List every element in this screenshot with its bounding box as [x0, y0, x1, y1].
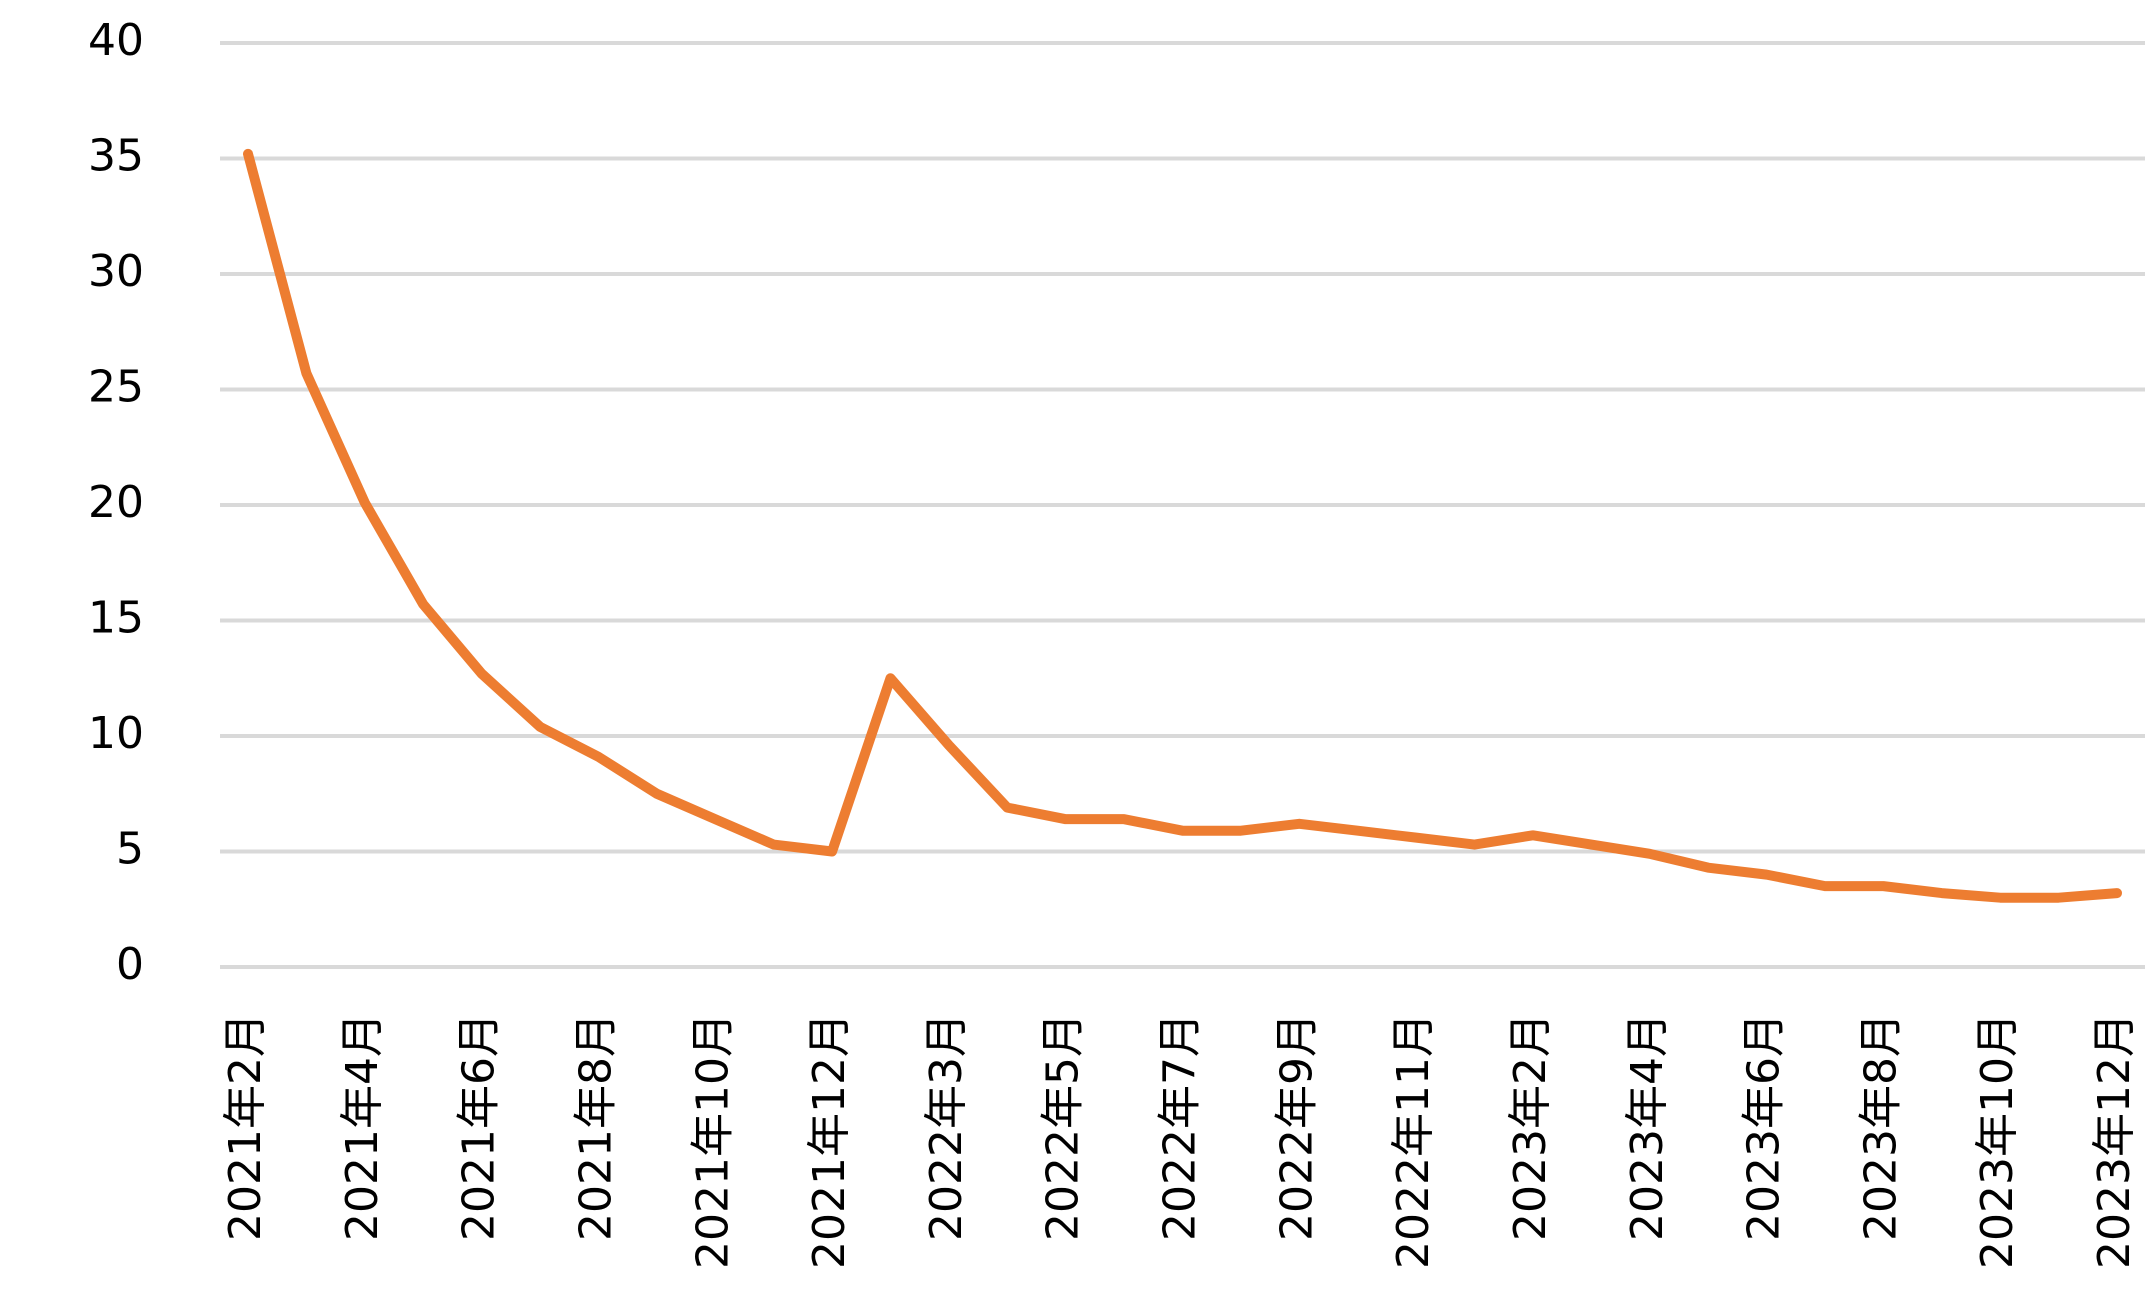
x-tick-label: 2023年6月: [1739, 1013, 1790, 1241]
x-tick-label: 2021年4月: [337, 1013, 388, 1241]
y-tick-label: 20: [88, 477, 144, 528]
x-tick-label: 2021年12月: [804, 1013, 855, 1269]
x-tick-label: 2022年7月: [1155, 1013, 1206, 1241]
x-tick-label: 2021年8月: [570, 1013, 621, 1241]
x-tick-label: 2023年8月: [1855, 1013, 1906, 1241]
x-tick-label: 2022年11月: [1388, 1013, 1439, 1269]
x-tick-label: 2021年10月: [687, 1013, 738, 1269]
x-tick-label: 2023年4月: [1622, 1013, 1673, 1241]
y-tick-label: 30: [88, 246, 144, 297]
x-tick-label: 2023年10月: [1972, 1013, 2023, 1269]
x-tick-label: 2022年9月: [1271, 1013, 1322, 1241]
y-tick-label: 5: [116, 824, 144, 875]
x-tick-label: 2022年5月: [1038, 1013, 1089, 1241]
y-tick-label: 40: [88, 15, 144, 66]
x-tick-label: 2021年6月: [454, 1013, 505, 1241]
x-tick-label: 2023年12月: [2089, 1013, 2140, 1269]
data-line: [243, 148, 2122, 903]
x-tick-label: 2023年2月: [1505, 1013, 1556, 1241]
x-tick-label: 2021年2月: [220, 1013, 271, 1241]
x-tick-label: 2022年3月: [921, 1013, 972, 1241]
y-tick-label: 35: [88, 131, 144, 182]
y-tick-label: 10: [88, 708, 144, 759]
y-tick-label: 15: [88, 593, 144, 644]
y-tick-label: 0: [116, 939, 144, 990]
y-tick-label: 25: [88, 362, 144, 413]
